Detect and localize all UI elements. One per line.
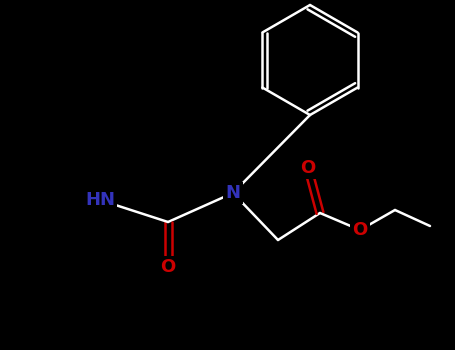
Text: N: N [226, 184, 241, 202]
Text: O: O [160, 258, 176, 276]
Text: HN: HN [85, 191, 115, 209]
Text: O: O [300, 159, 316, 177]
Text: O: O [352, 221, 368, 239]
